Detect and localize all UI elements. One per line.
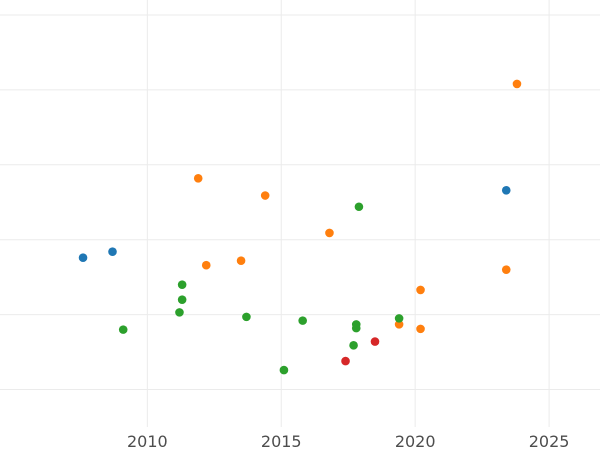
data-point-s0-0 [78, 253, 88, 262]
data-point-s2-11 [394, 314, 404, 323]
data-point-s1-4 [236, 256, 246, 265]
data-point-s2-3 [175, 308, 184, 317]
x-axis-ticks: 2010 2015 2020 2025 [127, 432, 570, 450]
data-point-s2-4 [242, 312, 251, 322]
data-point-s2-5 [279, 365, 289, 375]
x-tick-label: 2015 [261, 432, 302, 450]
data-point-s1-2 [325, 228, 334, 238]
data-points [78, 79, 522, 375]
data-point-s2-9 [349, 341, 358, 350]
data-point-s1-6 [501, 265, 511, 274]
data-point-s0-1 [108, 247, 117, 257]
grid [0, 0, 600, 427]
data-point-s1-3 [201, 260, 211, 270]
x-tick-label: 2020 [395, 432, 436, 450]
data-point-s3-0 [341, 356, 350, 366]
data-point-s1-1 [260, 191, 270, 200]
data-point-s2-10 [354, 202, 364, 212]
data-point-s1-7 [416, 285, 425, 295]
x-tick-label: 2010 [127, 432, 168, 450]
data-point-s1-5 [512, 79, 522, 89]
x-tick-label: 2025 [529, 432, 570, 450]
data-point-s2-1 [177, 280, 187, 289]
data-point-s2-0 [118, 325, 128, 334]
data-point-s0-2 [501, 185, 511, 195]
data-point-s3-1 [370, 337, 380, 346]
data-point-s1-8 [394, 320, 404, 329]
data-point-s1-0 [193, 173, 203, 183]
data-point-s1-9 [416, 324, 425, 334]
data-point-s2-6 [298, 316, 307, 325]
data-point-s2-2 [177, 295, 187, 304]
data-point-s2-8 [351, 320, 361, 329]
